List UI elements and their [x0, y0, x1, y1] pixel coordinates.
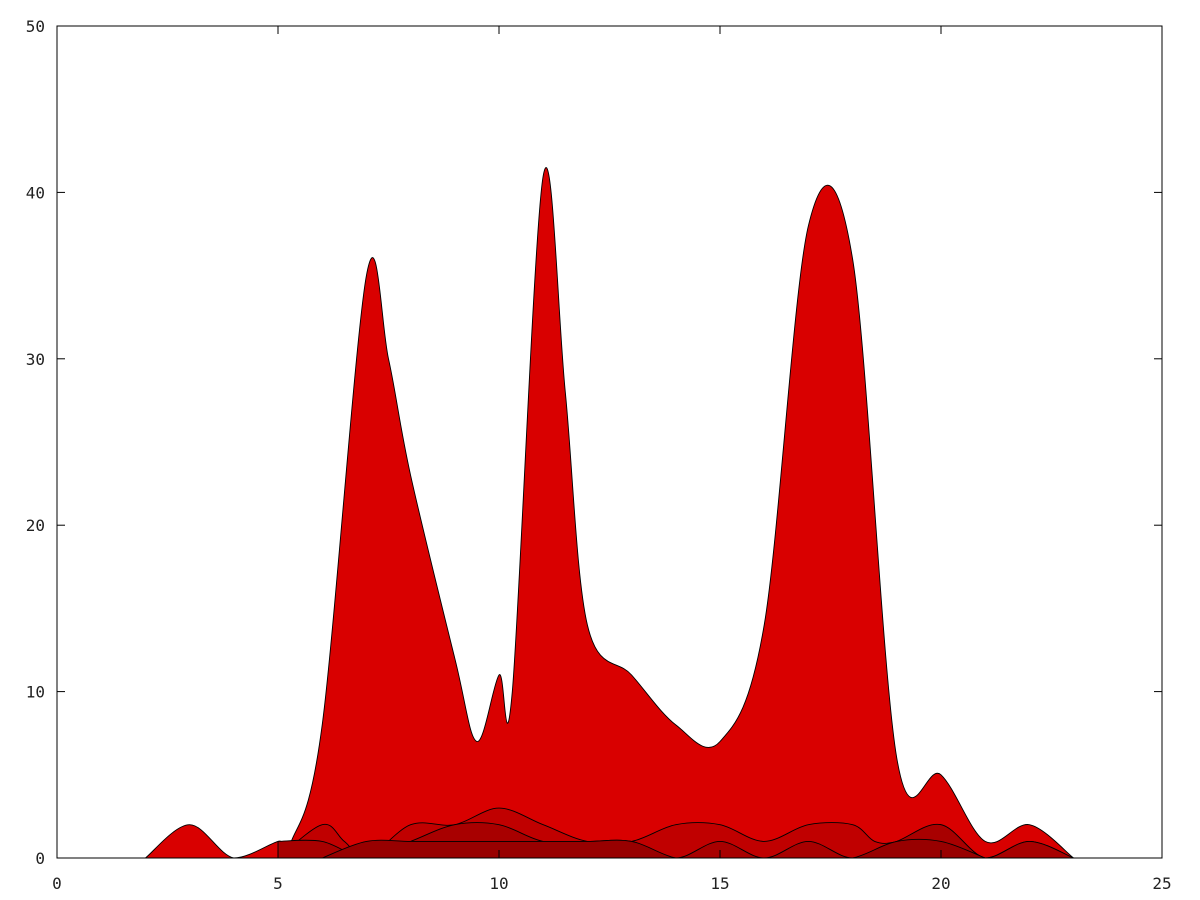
plot-frame: [56, 25, 1163, 859]
series-area-1: [144, 167, 1075, 859]
x-tick-label: 15: [710, 874, 729, 893]
x-tick-label: 10: [489, 874, 508, 893]
y-tick-label: 10: [26, 683, 45, 702]
y-tick-label: 0: [35, 849, 45, 868]
y-tick-label: 30: [26, 350, 45, 369]
axis-tick-labels: 0 5 10 15 20 25 0 10 20 30 40 50: [26, 17, 1172, 893]
x-tick-label: 0: [52, 874, 62, 893]
x-tick-label: 5: [273, 874, 283, 893]
x-tick-label: 20: [931, 874, 950, 893]
y-tick-label: 40: [26, 183, 45, 202]
y-tick-label: 20: [26, 516, 45, 535]
series-areas: [144, 167, 1075, 859]
x-tick-label: 25: [1152, 874, 1171, 893]
axis-ticks: [56, 25, 1163, 859]
series-area-4: [321, 838, 986, 859]
y-tick-label: 50: [26, 17, 45, 36]
